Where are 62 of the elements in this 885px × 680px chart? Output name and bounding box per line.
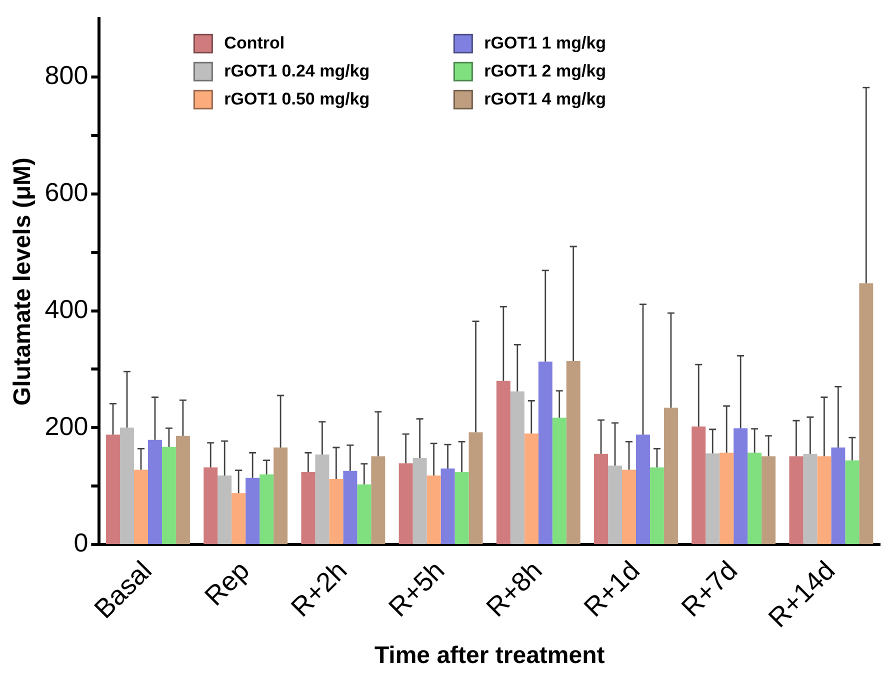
- bar: [650, 467, 664, 544]
- bar: [440, 468, 455, 544]
- bar: [148, 440, 162, 544]
- x-axis-title: Time after treatment: [374, 642, 605, 670]
- bar: [426, 476, 441, 544]
- bar: [343, 470, 358, 544]
- bar: [204, 467, 218, 544]
- bar: [720, 452, 734, 544]
- bar: [134, 470, 148, 544]
- bar: [510, 391, 524, 544]
- bar: [329, 479, 344, 544]
- bar: [468, 432, 483, 544]
- y-tick-label: 400: [44, 294, 88, 324]
- bar: [734, 428, 748, 544]
- y-tick-label: 0: [74, 528, 88, 558]
- bar: [232, 493, 246, 544]
- bar: [789, 456, 804, 544]
- bar: [176, 436, 190, 544]
- bar: [762, 456, 776, 544]
- bar: [566, 361, 580, 544]
- bar: [260, 474, 274, 544]
- legend-label: rGOT1 2 mg/kg: [484, 61, 606, 80]
- bar: [246, 478, 260, 544]
- bar: [315, 454, 330, 544]
- bar: [831, 448, 846, 544]
- legend-label: rGOT1 0.24 mg/kg: [224, 61, 370, 80]
- bar: [552, 418, 566, 544]
- bar: [218, 476, 232, 544]
- legend-label: rGOT1 0.50 mg/kg: [224, 89, 370, 108]
- bar: [524, 433, 538, 544]
- bar: [817, 456, 832, 544]
- legend-label: rGOT1 4 mg/kg: [484, 89, 606, 108]
- bar: [106, 434, 120, 544]
- bar: [371, 456, 386, 544]
- bar: [162, 446, 176, 544]
- y-tick-label: 800: [44, 60, 88, 90]
- bar: [845, 460, 860, 544]
- bar: [803, 454, 818, 544]
- bar: [706, 453, 720, 544]
- y-tick-label: 600: [44, 177, 88, 208]
- bar: [664, 408, 678, 544]
- bar: [692, 426, 706, 544]
- legend-label: Control: [224, 33, 285, 52]
- y-tick-label: 200: [44, 410, 88, 441]
- bar: [398, 463, 413, 544]
- bar: [412, 458, 427, 544]
- y-axis-title: Glutamate levels (μM): [9, 158, 36, 406]
- bar: [301, 472, 316, 544]
- bar: [120, 428, 134, 544]
- bar: [748, 452, 762, 544]
- bar: [274, 448, 288, 544]
- legend-label: rGOT1 1 mg/kg: [484, 33, 606, 52]
- bar: [538, 362, 552, 544]
- bar: [608, 466, 622, 544]
- bar: [622, 470, 636, 544]
- x-tick-label: Rep: [198, 555, 256, 612]
- bar: [357, 484, 372, 544]
- bar: [636, 434, 650, 544]
- bar: [496, 380, 510, 544]
- bar: [454, 472, 469, 544]
- bar: [594, 454, 608, 544]
- bar: [859, 283, 874, 544]
